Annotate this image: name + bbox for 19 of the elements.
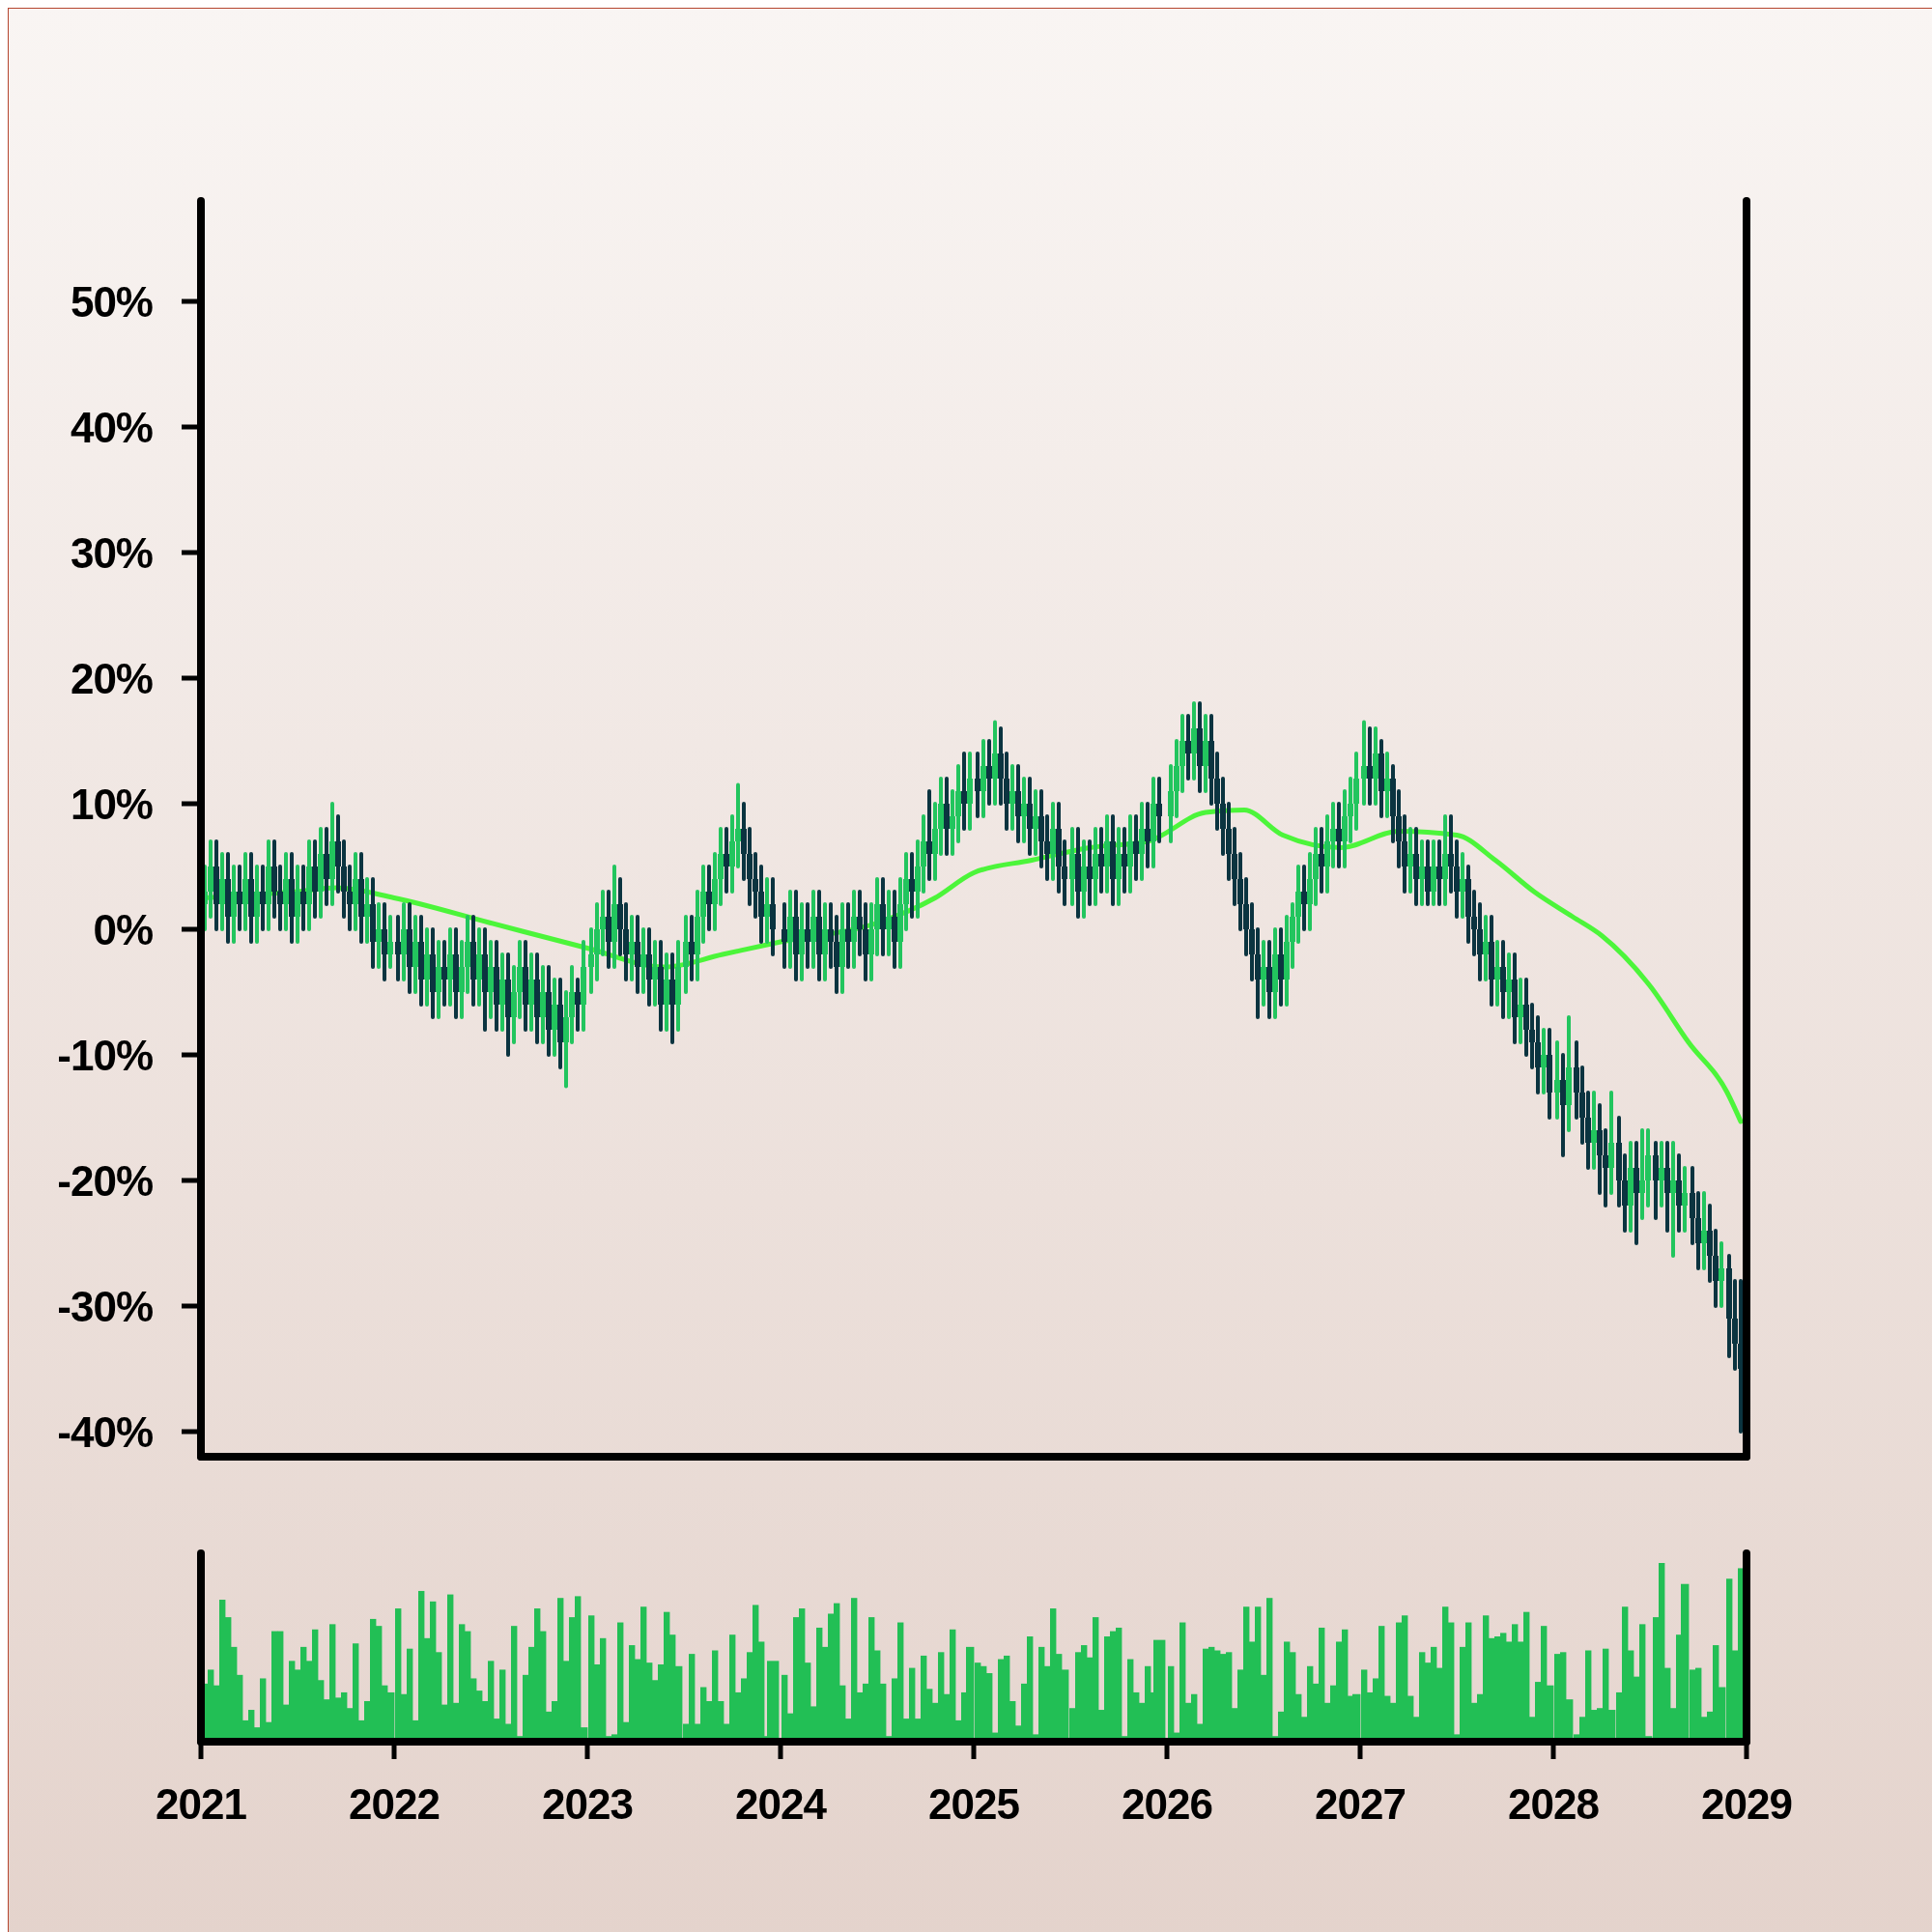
x-tick-label: 2025: [928, 1780, 1020, 1828]
x-tick-label: 2029: [1701, 1780, 1792, 1828]
y-tick-label: -30%: [57, 1282, 153, 1330]
y-tick-label: -20%: [57, 1156, 153, 1205]
y-tick-label: 30%: [70, 528, 153, 577]
y-tick-label: 40%: [70, 403, 153, 451]
x-tick-label: 2022: [349, 1780, 440, 1828]
x-tick-label: 2026: [1122, 1780, 1212, 1828]
x-tick-label: 2021: [156, 1780, 247, 1828]
y-tick-label: 20%: [70, 654, 153, 702]
y-tick-label: 0%: [93, 905, 153, 953]
y-tick-label: -10%: [57, 1031, 153, 1079]
y-tick-label: 10%: [70, 780, 153, 828]
x-tick-label: 2027: [1315, 1780, 1406, 1828]
x-tick-label: 2024: [735, 1780, 828, 1828]
x-tick-label: 2023: [542, 1780, 633, 1828]
y-tick-label: 50%: [70, 277, 153, 326]
x-tick-label: 2028: [1508, 1780, 1600, 1828]
y-tick-label: -40%: [57, 1407, 153, 1456]
